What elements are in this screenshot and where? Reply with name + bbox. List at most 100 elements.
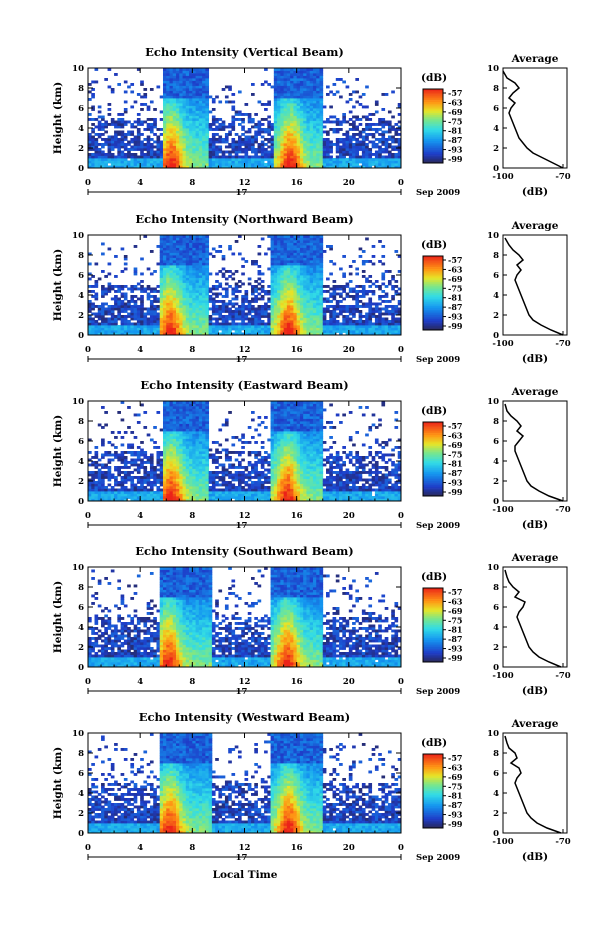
heatmap-cell — [306, 255, 311, 258]
heatmap-cell — [306, 118, 311, 121]
heatmap-cell — [378, 332, 382, 336]
colorbar-swatch — [423, 127, 443, 130]
heatmap-cell — [280, 153, 285, 156]
colorbar-swatch — [423, 135, 443, 138]
heatmap-cell — [309, 245, 314, 248]
heatmap-cell — [237, 135, 242, 139]
heatmap-cell — [316, 325, 320, 328]
heatmap-cell — [371, 307, 376, 311]
heatmap-cell — [195, 282, 200, 286]
heatmap-cell — [299, 125, 304, 129]
heatmap-cell — [179, 302, 183, 306]
heatmap-cell — [176, 108, 180, 111]
heatmap-cell — [260, 150, 265, 154]
heatmap-cell — [104, 275, 108, 278]
heatmap-cell — [224, 145, 229, 149]
heatmap-cell — [166, 160, 170, 164]
heatmap-cell — [293, 237, 298, 241]
heatmap-cell — [355, 148, 360, 151]
heatmap-cell — [208, 140, 213, 144]
heatmap-cell — [355, 320, 360, 323]
heatmap-cell — [348, 110, 353, 114]
heatmap-cell — [296, 145, 301, 149]
heatmap-cell — [319, 80, 324, 84]
heatmap-cell — [202, 163, 206, 166]
heatmap-cell — [234, 322, 239, 326]
heatmap-cell — [179, 88, 183, 91]
heatmap-cell — [251, 300, 255, 303]
heatmap-cell — [391, 160, 395, 164]
heatmap-cell — [169, 267, 174, 271]
heatmap-cell — [293, 267, 298, 271]
heatmap-cell — [280, 312, 285, 316]
xtick-label: 20 — [343, 178, 355, 188]
heatmap-cell — [273, 275, 278, 278]
heatmap-cell — [280, 100, 285, 104]
heatmap-cell — [205, 83, 210, 86]
heatmap-cell — [309, 70, 314, 74]
heatmap-cell — [306, 252, 311, 256]
heatmap-cell — [280, 292, 285, 296]
heatmap-cell — [374, 327, 379, 331]
heatmap-cell — [221, 140, 226, 144]
heatmap-cell — [198, 155, 203, 159]
heatmap-cell — [166, 295, 170, 298]
heatmap-cell — [316, 113, 320, 116]
heatmap-cell — [319, 130, 324, 134]
heatmap-cell — [195, 130, 200, 134]
heatmap-cell — [280, 113, 285, 116]
heatmap-cell — [123, 332, 128, 336]
heatmap-cell — [397, 302, 402, 306]
heatmap-cell — [114, 275, 118, 278]
heatmap-cell — [365, 148, 369, 151]
heatmap-cell — [153, 158, 157, 161]
heatmap-cell — [326, 130, 330, 134]
colorbar-swatch — [423, 259, 443, 262]
heatmap-cell — [91, 285, 95, 288]
heatmap-cell — [202, 292, 206, 296]
heatmap-cell — [104, 332, 108, 336]
heatmap-cell — [309, 325, 314, 328]
heatmap-cell — [146, 123, 151, 126]
heatmap-cell — [319, 247, 324, 251]
heatmap-cell — [283, 325, 288, 328]
heatmap-cell — [130, 145, 135, 149]
heatmap-cell — [195, 292, 200, 296]
heatmap-cell — [149, 295, 154, 298]
heatmap-cell — [280, 143, 285, 146]
heatmap-cell — [273, 332, 278, 336]
heatmap-cell — [162, 330, 167, 333]
heatmap-cell — [189, 247, 193, 251]
heatmap-cell — [211, 312, 216, 316]
heatmap-cell — [312, 315, 317, 318]
heatmap-cell — [251, 290, 255, 293]
heatmap-cell — [104, 165, 108, 169]
heatmap-cell — [162, 240, 167, 243]
heatmap-cell — [316, 272, 320, 276]
heatmap-cell — [316, 330, 320, 333]
heatmap-cell — [306, 312, 311, 316]
heatmap-cell — [273, 140, 278, 144]
heatmap-cell — [156, 305, 161, 308]
heatmap-cell — [228, 332, 232, 336]
heatmap-cell — [378, 155, 382, 159]
heatmap-cell — [352, 305, 356, 308]
heatmap-cell — [101, 145, 105, 149]
heatmap-cell — [185, 282, 190, 286]
heatmap-cell — [309, 275, 314, 278]
heatmap-cell — [332, 165, 337, 169]
heatmap-cell — [153, 155, 157, 159]
heatmap-cell — [202, 290, 206, 293]
heatmap-cell — [169, 95, 174, 99]
heatmap-cell — [208, 153, 213, 156]
heatmap-cell — [97, 120, 102, 124]
heatmap-cell — [208, 317, 213, 321]
heatmap-cell — [286, 135, 291, 139]
heatmap-cell — [146, 105, 151, 109]
heatmap-cell — [319, 322, 324, 326]
heatmap-cell — [205, 282, 210, 286]
heatmap-cell — [192, 272, 196, 276]
heatmap-cell — [293, 163, 298, 166]
heatmap-cell — [365, 325, 369, 328]
heatmap-cell — [309, 118, 314, 121]
